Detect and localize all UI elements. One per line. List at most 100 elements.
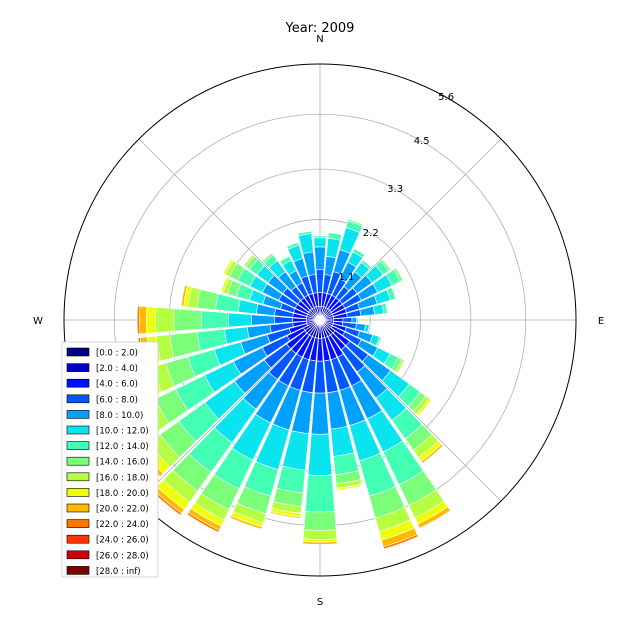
windrose-bars — [132, 218, 451, 550]
legend-label: [12.0 : 14.0) — [96, 442, 149, 452]
bar-segment — [363, 324, 370, 333]
bar-segment — [243, 254, 256, 268]
legend-swatch — [66, 425, 90, 435]
legend-swatch — [66, 488, 90, 497]
radial-tick-label: 2.2 — [363, 228, 379, 239]
bar-segment — [386, 287, 397, 301]
bar-segment — [415, 398, 432, 417]
legend-label: [28.0 : inf) — [96, 567, 141, 577]
sector-120 — [319, 319, 405, 374]
bar-segment — [173, 308, 202, 332]
direction-label-e: E — [598, 316, 604, 327]
bar-segment — [313, 237, 327, 248]
direction-label-s: S — [317, 597, 323, 608]
direction-label-w: W — [33, 316, 43, 327]
bar-segment — [313, 235, 327, 239]
sector-80 — [319, 302, 388, 321]
bar-segment — [229, 515, 263, 530]
legend-swatch — [66, 347, 90, 357]
legend-swatch — [66, 410, 90, 419]
sector-320 — [262, 252, 321, 321]
bar-segment — [381, 302, 388, 315]
bar-segment — [186, 511, 220, 533]
legend-swatch — [66, 363, 90, 372]
legend-label: [14.0 : 16.0) — [96, 458, 149, 468]
bar-segment — [136, 305, 141, 335]
sector-350 — [297, 230, 321, 321]
legend-label: [24.0 : 26.0) — [96, 536, 149, 546]
sector-280 — [180, 284, 321, 321]
legend-label: [4.0 : 6.0) — [96, 380, 138, 390]
bar-segment — [286, 242, 300, 250]
sector-180 — [302, 319, 338, 545]
sector-260 — [137, 319, 321, 366]
sector-190 — [270, 319, 321, 519]
legend-swatch — [66, 534, 90, 544]
bar-segment — [336, 483, 363, 491]
legend-swatch — [66, 550, 90, 560]
bar-segment — [310, 392, 330, 435]
bar-segment — [302, 541, 338, 545]
sector-20 — [319, 218, 364, 321]
sector-310 — [243, 254, 321, 321]
legend-swatch — [66, 503, 90, 513]
legend: [0.0 : 2.0) [2.0 : 4.0) [4.0 : 6.0) [6.0 : … — [61, 341, 159, 578]
bar-segment — [379, 258, 392, 272]
radial-tick-label: 5.6 — [438, 92, 454, 103]
sector-70 — [319, 287, 397, 321]
legend-label: [6.0 : 8.0) — [96, 395, 138, 405]
bar-segment — [420, 443, 444, 464]
sector-100 — [319, 319, 370, 333]
legend-label: [0.0 : 2.0) — [96, 349, 138, 359]
sector-150 — [319, 319, 451, 529]
legend-label: [26.0 : 28.0) — [96, 551, 149, 561]
chart-title: Year: 2009 — [285, 21, 355, 36]
sector-50 — [319, 258, 392, 321]
bar-segment — [417, 506, 451, 529]
bar-segment — [180, 284, 188, 307]
bar-segment — [270, 511, 302, 519]
legend-swatch — [66, 456, 90, 466]
bar-segment — [228, 312, 252, 328]
bar-segment — [304, 474, 336, 513]
bar-segment — [200, 310, 230, 330]
bar-segment — [303, 511, 337, 531]
sector-170 — [319, 319, 363, 491]
bar-segment — [393, 267, 404, 282]
sector-60 — [319, 267, 404, 321]
bar-segment — [251, 314, 275, 326]
radial-tick-label: 1.1 — [338, 272, 354, 283]
bar-segment — [347, 218, 364, 227]
bar-segment — [342, 317, 353, 323]
legend-swatch — [66, 472, 90, 482]
bar-segment — [382, 534, 419, 550]
legend-label: [2.0 : 4.0) — [96, 364, 138, 374]
legend-label: [10.0 : 12.0) — [96, 427, 149, 437]
sector-270 — [136, 305, 321, 335]
grid-spoke — [138, 138, 321, 321]
bar-segment — [360, 259, 372, 270]
bar-segment — [273, 316, 293, 324]
legend-label: [8.0 : 10.0) — [96, 411, 143, 421]
sector-160 — [319, 319, 419, 550]
sector-210 — [186, 319, 321, 533]
bar-segment — [395, 359, 405, 374]
sector-300 — [222, 258, 321, 321]
bar-segment — [352, 248, 366, 259]
sector-0 — [313, 235, 327, 321]
legend-label: [20.0 : 22.0) — [96, 505, 149, 515]
grid-spoke — [319, 319, 502, 502]
bar-segment — [356, 316, 359, 324]
legend-swatch — [66, 566, 90, 575]
bar-segment — [220, 277, 229, 294]
legend-swatch — [66, 378, 90, 388]
outer-circle — [63, 63, 577, 577]
bar-segment — [307, 433, 333, 476]
bar-segment — [279, 255, 292, 266]
bar-segment — [262, 252, 274, 264]
legend-swatch — [66, 441, 90, 450]
bar-segment — [297, 230, 312, 237]
sector-290 — [220, 277, 321, 321]
legend-label: [16.0 : 18.0) — [96, 473, 149, 483]
